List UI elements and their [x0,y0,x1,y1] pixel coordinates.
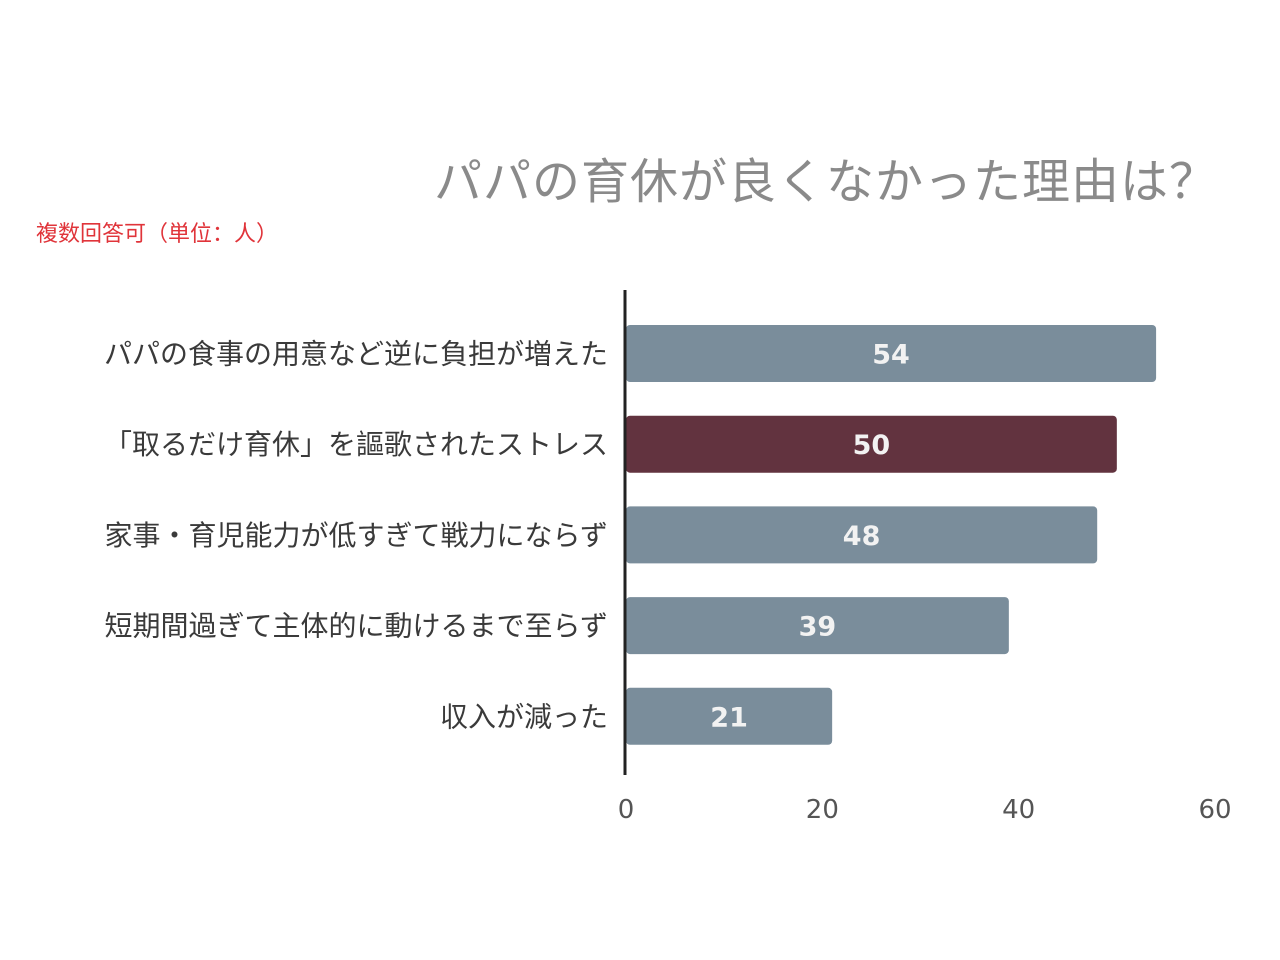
category-label: パパの食事の用意など逆に負担が増えた [104,338,608,371]
bar [626,687,833,745]
bar [626,506,1098,564]
bar [626,325,1157,382]
chart-title: パパの育休が良くなかった理由は？ [433,154,1218,210]
x-tick-label: 40 [1002,795,1035,825]
category-label: 「取るだけ育休」を謳歌されたストレス [104,428,608,461]
bar [626,597,1009,655]
chart-subtitle: 複数回答可（単位：人） [36,222,279,247]
x-tick-label: 0 [618,795,635,825]
bar-value-label: 48 [843,521,881,552]
x-tick-label: 60 [1198,795,1231,825]
bar-value-label: 50 [853,430,891,461]
category-label: 短期間過ぎて主体的に動けるまで至らず [105,610,608,643]
x-tick-label: 20 [806,795,839,825]
bar [626,415,1117,473]
category-label: 家事・育児能力が低すぎて戦力にならず [105,519,608,552]
bar-value-label: 54 [872,340,910,371]
category-label: 収入が減った [440,700,608,733]
bar-value-label: 21 [710,702,748,733]
bar-value-label: 39 [799,612,837,643]
